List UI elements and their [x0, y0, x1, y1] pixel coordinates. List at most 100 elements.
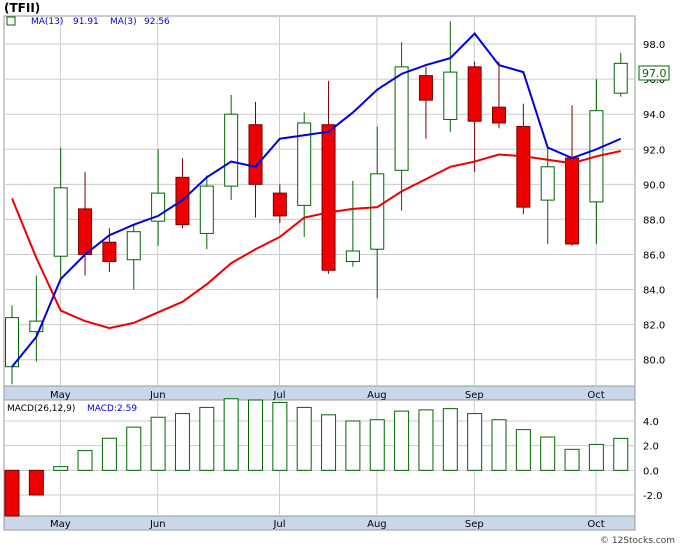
- candle: [516, 103, 531, 215]
- macd-bar: [564, 448, 580, 471]
- macd-x-tick-label: Jun: [149, 519, 166, 530]
- macd-axis-band: [3, 515, 636, 531]
- macd-bar: [491, 419, 507, 471]
- macd-x-tick-label: Jul: [272, 519, 285, 530]
- price-x-tick-label: Oct: [587, 390, 604, 401]
- macd-bar: [199, 406, 215, 471]
- candle-body: [418, 75, 433, 101]
- macd-y-tick-label: -2.0: [643, 491, 663, 502]
- price-axis-band: [3, 385, 636, 401]
- candle-body: [492, 106, 506, 124]
- macd-bar: [515, 429, 531, 471]
- candle: [540, 147, 555, 244]
- candle-body: [126, 231, 141, 261]
- macd-label: MACD(26,12,9): [7, 404, 75, 414]
- candle: [126, 224, 141, 290]
- price-y-tick-label: 84.0: [643, 286, 665, 297]
- candle: [5, 305, 19, 385]
- candle: [53, 147, 68, 280]
- candle: [613, 52, 628, 97]
- macd-x-tick-label: Aug: [367, 519, 387, 530]
- price-x-tick-label: Jul: [272, 390, 285, 401]
- candle-body: [29, 320, 44, 333]
- price-x-tick-label: Jun: [149, 390, 166, 401]
- macd-bar: [345, 420, 361, 471]
- candle: [467, 61, 482, 173]
- macd-bars-group: [4, 398, 629, 517]
- macd-bar: [442, 408, 458, 471]
- macd-y-tick-label: 0.0: [643, 466, 659, 477]
- ma-lines-group: [11, 32, 622, 368]
- macd-y-tick-label: 2.0: [643, 442, 659, 453]
- macd-bar: [126, 426, 142, 471]
- macd-bar: [77, 450, 93, 471]
- macd-bar: [53, 466, 69, 471]
- ma3-line: [11, 150, 621, 330]
- candle: [443, 21, 458, 132]
- macd-y-tick-label: 4.0: [643, 417, 659, 428]
- candle: [370, 126, 385, 299]
- price-x-axis: May Jun Jul Aug Sep Oct: [50, 390, 605, 401]
- candle: [321, 80, 336, 274]
- price-x-tick-label: Aug: [367, 390, 387, 401]
- price-y-tick-label: 90.0: [643, 180, 665, 191]
- price-x-tick-label: May: [50, 390, 71, 401]
- candle: [199, 175, 214, 250]
- candle-body: [467, 66, 482, 122]
- macd-x-tick-label: Oct: [587, 519, 604, 530]
- candle-body: [516, 125, 531, 208]
- price-y-tick-label: 96.0: [643, 75, 665, 86]
- candle-body: [394, 66, 409, 171]
- ma13-label: MA(13): [31, 17, 63, 27]
- candle-body: [102, 241, 117, 262]
- candle: [272, 184, 287, 223]
- candle: [394, 42, 409, 211]
- price-y-tick-label: 92.0: [643, 145, 665, 156]
- candle-body: [297, 122, 312, 206]
- macd-x-tick-label: May: [50, 519, 71, 530]
- price-y-axis: 80.0 82.0 84.0 86.0 88.0 90.0 92.0 94.0 96.0 98.0: [643, 40, 665, 367]
- candle-body: [53, 187, 68, 257]
- macd-bar: [540, 436, 556, 471]
- macd-bar: [418, 409, 434, 471]
- macd-bar: [4, 469, 20, 517]
- macd-bar: [248, 399, 263, 471]
- candle: [29, 275, 44, 362]
- macd-bar: [613, 437, 629, 471]
- macd-bar: [174, 413, 190, 471]
- price-y-tick-label: 94.0: [643, 110, 665, 121]
- macd-bar: [223, 398, 239, 471]
- ma13-line: [11, 32, 622, 368]
- macd-bar: [394, 410, 410, 471]
- candle: [492, 61, 506, 129]
- chart-title: (TFII): [4, 1, 40, 15]
- macd-x-axis: May Jun Jul Aug Sep Oct: [50, 519, 605, 530]
- candle-body: [565, 157, 580, 245]
- candle: [224, 94, 239, 201]
- candle-body: [78, 208, 93, 255]
- macd-bar: [28, 469, 44, 496]
- macd-y-axis: -2.0 0.0 2.0 4.0: [643, 417, 663, 502]
- macd-value-label: MACD:2.59: [87, 404, 137, 414]
- candle-body: [540, 166, 555, 201]
- macd-bar: [588, 443, 604, 471]
- footer-credit: © 12Stocks.com: [600, 536, 675, 546]
- macd-bar: [296, 406, 312, 471]
- ma13-legend-swatch: [6, 16, 16, 26]
- price-y-tick-label: 88.0: [643, 215, 665, 226]
- candle-body: [248, 124, 263, 185]
- last-price-label: 97.0: [642, 67, 667, 80]
- price-y-tick-label: 98.0: [643, 40, 665, 51]
- price-panel-frame: [3, 15, 636, 387]
- macd-bar: [321, 414, 337, 471]
- candle-body: [443, 71, 458, 120]
- candle: [248, 101, 263, 218]
- candle-body: [199, 185, 214, 234]
- macd-x-tick-label: Sep: [465, 519, 484, 530]
- macd-bar: [369, 419, 385, 471]
- candle-body: [272, 192, 287, 217]
- candle: [345, 180, 360, 267]
- candle: [297, 112, 312, 237]
